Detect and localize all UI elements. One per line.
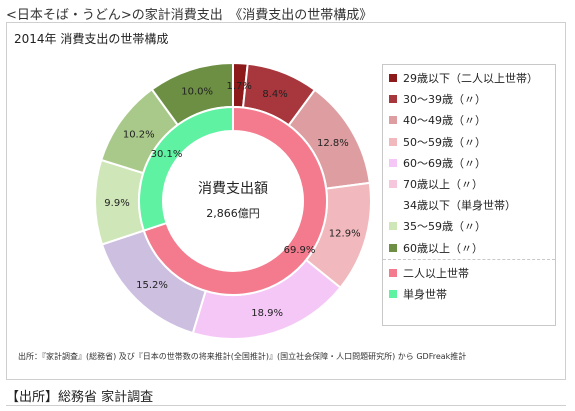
inner-slice-0 [142,105,328,296]
legend-label: 35～59歳（〃） [403,220,486,234]
inner-label-0: 69.9% [284,245,316,256]
legend: 29歳以下（二人以上世帯） 30～39歳（〃） 40～49歳（〃） 50～59歳（〃）… [382,64,556,326]
legend-item: 35～59歳（〃） [389,219,486,233]
legend-swatch [389,137,397,146]
legend-item: 34歳以下（単身世帯） [389,198,516,212]
footer-source: 【出所】総務省 家計調査 [6,390,154,405]
outer-ring [94,61,372,340]
legend-item: 60歳以上（〃） [389,241,483,255]
legend-label: 60歳以上（〃） [403,241,483,255]
legend-item: 50～59歳（〃） [389,135,486,149]
slice-labels: 1.7% 8.4% 12.8% 12.9% 18.9% 15.2% 9.9% 10.2% 10.… [104,81,360,319]
legend-label: 二人以上世帯 [403,266,469,280]
inner-slice-1 [138,105,234,232]
legend-label: 単身世帯 [403,288,447,301]
inner-label-1: 30.1% [151,149,183,160]
legend-swatch [389,290,397,298]
legend-swatch [389,95,397,104]
legend-label: 40～49歳（〃） [403,114,486,128]
legend-label: 50～59歳（〃） [403,135,486,149]
source-note: 出所：『家計調査』(総務省) 及び『日本の世帯数の将来推計(全国推計)』(国立社… [18,352,467,361]
legend-item: 29歳以下（二人以上世帯） [389,71,538,85]
legend-swatch [389,116,397,125]
center-value: 2,866億円 [206,207,260,220]
legend-item: 30～39歳（〃） [389,92,486,106]
inner-ring [138,105,328,296]
outer-label-0: 1.7% [226,81,251,92]
legend-separator [383,258,555,260]
legend-swatch [389,222,397,231]
footer-divider [6,405,566,406]
legend-item: 60～69歳（〃） [389,156,486,170]
outer-label-5: 15.2% [136,280,168,291]
legend-item: 単身世帯 [389,287,447,301]
legend-swatch [389,158,397,167]
legend-swatch [389,201,397,210]
legend-item: 40～49歳（〃） [389,113,486,127]
legend-swatch [389,243,397,252]
outer-label-7: 9.9% [104,198,129,209]
legend-label: 70歳以上（〃） [403,178,483,191]
legend-label: 60～69歳（〃） [403,156,486,170]
page-title: <日本そば・うどん>の家計消費支出 《消費支出の世帯構成》 [6,8,373,23]
legend-item: 二人以上世帯 [389,266,469,280]
legend-swatch [389,74,397,82]
legend-swatch [389,180,397,188]
legend-label: 34歳以下（単身世帯） [403,199,516,213]
outer-label-8: 10.2% [123,129,155,140]
outer-label-2: 12.8% [317,138,349,149]
legend-item: 70歳以上（〃） [389,177,483,191]
outer-label-1: 8.4% [262,89,287,100]
legend-label: 29歳以下（二人以上世帯） [403,72,538,85]
outer-label-4: 18.9% [251,308,283,319]
outer-label-9: 10.0% [181,87,213,98]
legend-swatch [389,268,397,277]
chart-title: 2014年 消費支出の世帯構成 [14,32,169,46]
outer-label-3: 12.9% [329,228,361,239]
center-label: 消費支出額 [198,181,268,197]
legend-label: 30～39歳（〃） [403,93,486,107]
